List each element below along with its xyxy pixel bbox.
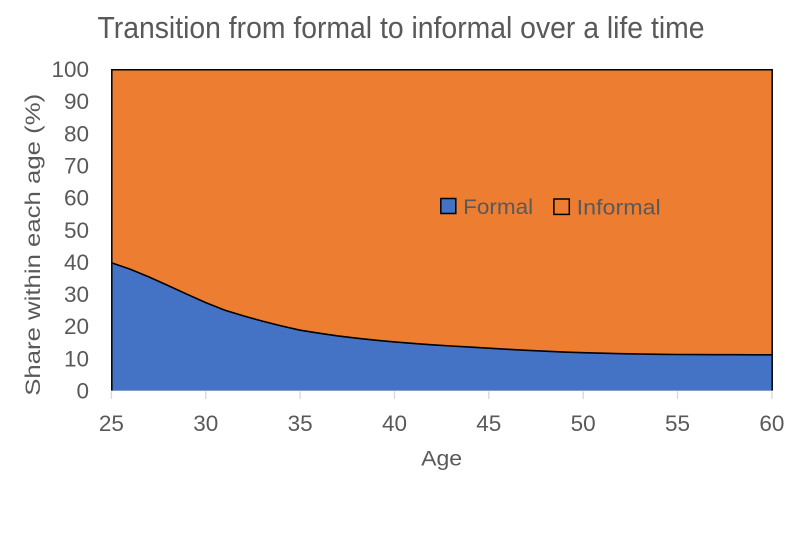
svg-text:10: 10 [64,346,89,371]
svg-text:100: 100 [51,57,89,82]
svg-text:Share within each age (%): Share within each age (%) [22,94,45,396]
svg-text:30: 30 [64,282,89,307]
svg-text:30: 30 [193,411,218,436]
svg-text:40: 40 [64,250,89,275]
svg-text:40: 40 [382,411,407,436]
svg-text:70: 70 [64,154,89,179]
svg-text:Age: Age [421,447,462,470]
svg-text:0: 0 [76,379,89,404]
svg-text:25: 25 [99,411,124,436]
svg-text:50: 50 [571,411,596,436]
svg-text:45: 45 [476,411,501,436]
svg-text:Informal: Informal [577,195,661,219]
svg-text:50: 50 [64,218,89,243]
svg-text:60: 60 [759,411,784,436]
svg-text:90: 90 [64,89,89,114]
svg-text:35: 35 [288,411,313,436]
svg-text:Formal: Formal [463,195,533,219]
svg-text:60: 60 [64,186,89,211]
svg-text:20: 20 [64,314,89,339]
svg-text:Transition from formal to info: Transition from formal to informal over … [98,10,705,45]
svg-text:55: 55 [665,411,690,436]
svg-text:80: 80 [64,121,89,146]
